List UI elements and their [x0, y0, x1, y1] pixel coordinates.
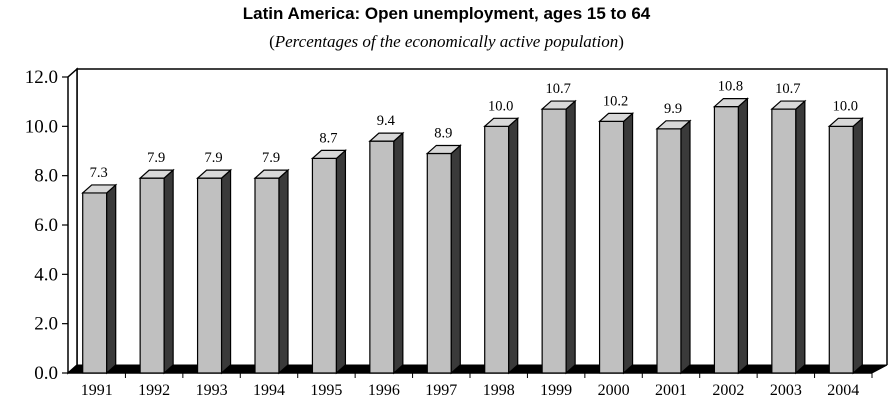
x-tick-label: 2001 [655, 382, 687, 399]
bar-front [196, 177, 223, 374]
bar-front [484, 125, 510, 374]
subtitle-text: Percentages of the economically active p… [274, 32, 619, 51]
data-label: 7.9 [205, 150, 223, 166]
y-tick-label: 12.0 [25, 67, 58, 88]
bar-side [335, 149, 347, 375]
data-label: 8.9 [434, 125, 452, 141]
bar-front [311, 157, 338, 374]
bar-top [827, 117, 864, 127]
y-tick-label: 2.0 [34, 314, 58, 335]
bar-top [712, 97, 750, 108]
x-tick-label: 2003 [770, 382, 802, 399]
bar-front [254, 177, 280, 374]
x-tick-label: 1992 [138, 382, 170, 399]
chart-subtitle: (Percentages of the economically active … [0, 32, 893, 52]
bar-top [655, 120, 692, 130]
x-tick-label: 1991 [81, 382, 113, 399]
bar-top [81, 184, 118, 194]
bar-side [680, 119, 691, 375]
bar-side [737, 97, 749, 375]
bar-front [656, 128, 682, 374]
bar-top [425, 144, 462, 155]
data-label: 10.8 [718, 79, 743, 95]
y-tick-label: 8.0 [34, 166, 58, 187]
data-label: 7.9 [262, 150, 280, 166]
bar-side [106, 183, 117, 375]
x-tick-label: 1994 [253, 382, 285, 399]
bar-front [598, 120, 625, 374]
bar-top [483, 117, 520, 127]
x-tick-label: 1995 [310, 382, 342, 399]
y-tick-label: 6.0 [34, 215, 58, 236]
bar-top [253, 169, 290, 179]
bar-front [82, 192, 108, 374]
x-tick-label: 2004 [827, 382, 859, 399]
x-tick-label: 2000 [598, 382, 630, 399]
bar-front [369, 140, 395, 374]
y-axis-wall [67, 67, 78, 375]
bar-top [310, 149, 348, 159]
y-tick-label: 0.0 [34, 363, 58, 384]
bar-side [622, 112, 634, 375]
y-tick-label: 10.0 [25, 116, 58, 137]
bar-side [795, 99, 806, 375]
bar-top [770, 100, 807, 110]
bar-side [852, 116, 863, 375]
data-label: 10.0 [488, 98, 513, 114]
data-label: 8.7 [319, 130, 337, 146]
chart-floor [66, 364, 888, 374]
data-label: 7.3 [90, 165, 108, 181]
bar-front [139, 177, 165, 374]
bar-side [220, 168, 232, 375]
bar-top [368, 132, 405, 142]
data-label: 9.4 [377, 113, 396, 129]
data-label: 10.0 [833, 98, 858, 114]
data-label: 10.7 [545, 81, 570, 97]
bar-front [828, 125, 854, 374]
bar-top [597, 112, 635, 123]
x-tick-label: 1993 [196, 382, 228, 399]
bar-top [540, 100, 577, 110]
bar-front [541, 108, 567, 374]
chart-title: Latin America: Open unemployment, ages 1… [242, 4, 651, 23]
data-label: 10.7 [775, 81, 800, 97]
bar-front [771, 108, 797, 374]
x-tick-label: 1996 [368, 382, 400, 399]
data-label: 10.2 [603, 93, 628, 109]
bar-top [138, 169, 175, 179]
bar-front [426, 152, 452, 374]
subtitle-close-paren: ) [618, 32, 624, 51]
bar-side [450, 144, 461, 375]
x-tick-label: 1999 [540, 382, 572, 399]
data-label: 9.9 [664, 101, 682, 117]
bar-side [163, 168, 174, 375]
x-tick-label: 1998 [483, 382, 515, 399]
bar-side [393, 131, 404, 375]
subtitle-open-paren: ( [269, 32, 275, 51]
x-tick-label: 1997 [425, 382, 457, 399]
x-tick-label: 2002 [712, 382, 744, 399]
bar-side [508, 116, 519, 375]
bar-side [565, 99, 576, 375]
y-tick-label: 4.0 [34, 264, 58, 285]
bar-side [278, 168, 289, 375]
data-label: 7.9 [147, 150, 165, 166]
bar-front [713, 105, 740, 374]
bar-top [195, 169, 233, 179]
